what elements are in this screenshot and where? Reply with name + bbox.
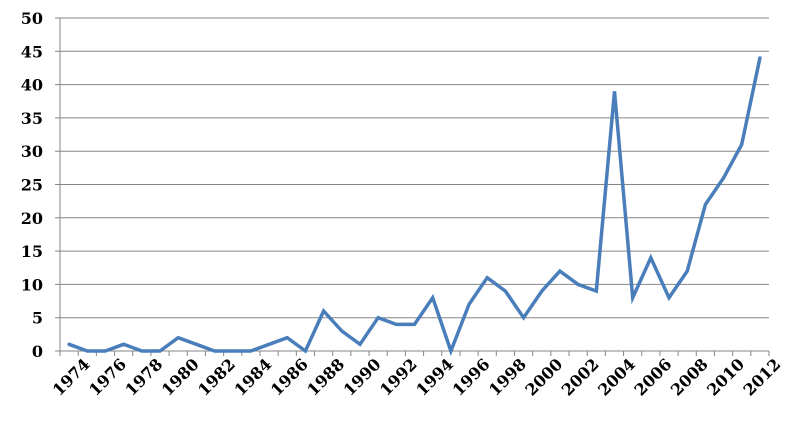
x-tick-label: 2010 [703, 355, 748, 400]
data-point [195, 343, 198, 346]
x-tick-label: 1976 [85, 355, 130, 400]
data-point [522, 316, 525, 319]
y-tick-label: 15 [21, 242, 43, 261]
x-tick-label: 1982 [194, 355, 239, 400]
data-point [140, 350, 143, 353]
y-tick-label: 50 [21, 9, 43, 28]
x-tick-label: 1994 [412, 355, 457, 400]
data-point [122, 343, 125, 346]
data-point [449, 350, 452, 353]
data-point [231, 350, 234, 353]
x-tick-label: 1998 [485, 355, 530, 400]
x-tick-label: 1980 [158, 355, 203, 400]
data-point [686, 270, 689, 273]
data-point [86, 350, 89, 353]
x-tick-label: 1996 [449, 355, 494, 400]
data-point [558, 270, 561, 273]
data-point [268, 343, 271, 346]
data-point [631, 296, 634, 299]
y-tick-label: 25 [21, 176, 43, 195]
x-tick-label: 1974 [49, 355, 94, 400]
data-point [540, 290, 543, 293]
x-tick-label: 1984 [231, 355, 276, 400]
x-tick-labels: 1974197619781980198219841986198819901992… [49, 355, 785, 400]
y-tick-label: 35 [21, 109, 43, 128]
y-tick-labels: 0 5 10 15 20 25 30 35 40 45 50 [21, 9, 43, 361]
x-tick-label: 1992 [376, 355, 421, 400]
gridlines [55, 17, 770, 356]
data-point [758, 56, 761, 59]
x-tick-label: 2012 [740, 355, 785, 400]
data-point [358, 343, 361, 346]
y-tick-label: 10 [21, 275, 43, 294]
data-point [249, 350, 252, 353]
x-tick-label: 2002 [558, 355, 603, 400]
data-point [68, 343, 71, 346]
data-point [377, 316, 380, 319]
data-point [340, 330, 343, 333]
data-point [177, 336, 180, 339]
data-point [304, 350, 307, 353]
data-point [668, 296, 671, 299]
series-line [67, 56, 762, 357]
x-tick-label: 1990 [340, 355, 385, 400]
data-point [395, 323, 398, 326]
x-tick-label: 2006 [630, 355, 675, 400]
data-point [595, 290, 598, 293]
data-point [577, 283, 580, 286]
data-point [322, 310, 325, 313]
data-point [431, 296, 434, 299]
data-point [486, 276, 489, 279]
x-tick-label: 1988 [303, 355, 348, 400]
data-point [468, 303, 471, 306]
data-point [704, 203, 707, 206]
data-point [613, 90, 616, 93]
y-tick-label: 40 [21, 76, 43, 95]
data-point [413, 323, 416, 326]
data-point [104, 350, 107, 353]
y-tick-label: 0 [32, 342, 43, 361]
x-tick-label: 2008 [667, 355, 712, 400]
y-tick-label: 45 [21, 42, 43, 61]
y-tick-label: 20 [21, 209, 43, 228]
y-tick-label: 5 [32, 309, 43, 328]
data-point [213, 350, 216, 353]
data-point [158, 350, 161, 353]
y-tick-label: 30 [21, 142, 43, 161]
data-point [286, 336, 289, 339]
x-tick-label: 1986 [267, 355, 312, 400]
axes [59, 18, 769, 352]
data-point [649, 256, 652, 259]
series-group [67, 56, 762, 357]
x-tick-label: 2004 [594, 355, 639, 400]
data-point [504, 290, 507, 293]
data-point [740, 143, 743, 146]
x-tick-label: 1978 [121, 355, 166, 400]
x-tick-label: 2000 [521, 355, 566, 400]
data-point [722, 176, 725, 179]
